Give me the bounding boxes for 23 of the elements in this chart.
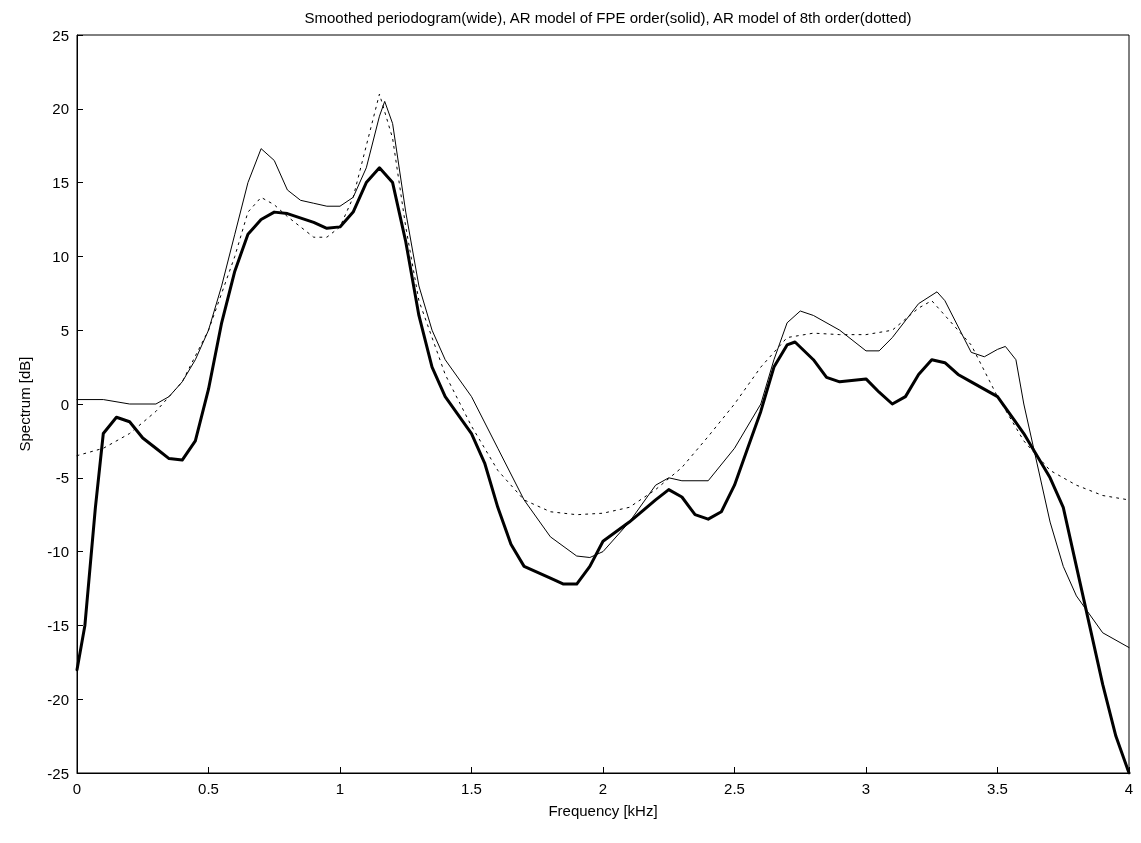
x-tick-label: 4 [1124,780,1134,797]
x-tick-label: 2.5 [724,780,745,797]
y-tick-label: 20 [52,100,69,118]
x-tick-label: 0 [72,780,82,797]
y-tick-label: -20 [47,690,69,708]
y-axis-title: Spectrum [dB] [16,356,33,452]
y-tick-label: -10 [47,543,69,561]
chart-title: Smoothed periodogram(wide), AR model of FPE order(solid), AR model of 8th order(dotted) [304,9,912,26]
y-tick-label: 10 [52,247,69,265]
x-tick-label: 1 [335,780,345,797]
y-tick-label: 5 [60,321,69,339]
x-tick-label: 0.5 [198,780,219,797]
x-axis-title: Frequency [kHz] [548,802,658,819]
y-tick-label: 25 [52,26,69,44]
x-tick-label: 2 [598,780,608,797]
y-tick-label: -5 [55,469,69,487]
x-tick-label: 1.5 [461,780,482,797]
x-tick-label: 3 [861,780,871,797]
y-tick-label: -15 [47,616,69,634]
y-tick-label: 15 [52,174,69,192]
x-tick-label: 3.5 [987,780,1008,797]
y-tick-label: 0 [60,395,69,413]
y-tick-label: -25 [47,764,69,782]
